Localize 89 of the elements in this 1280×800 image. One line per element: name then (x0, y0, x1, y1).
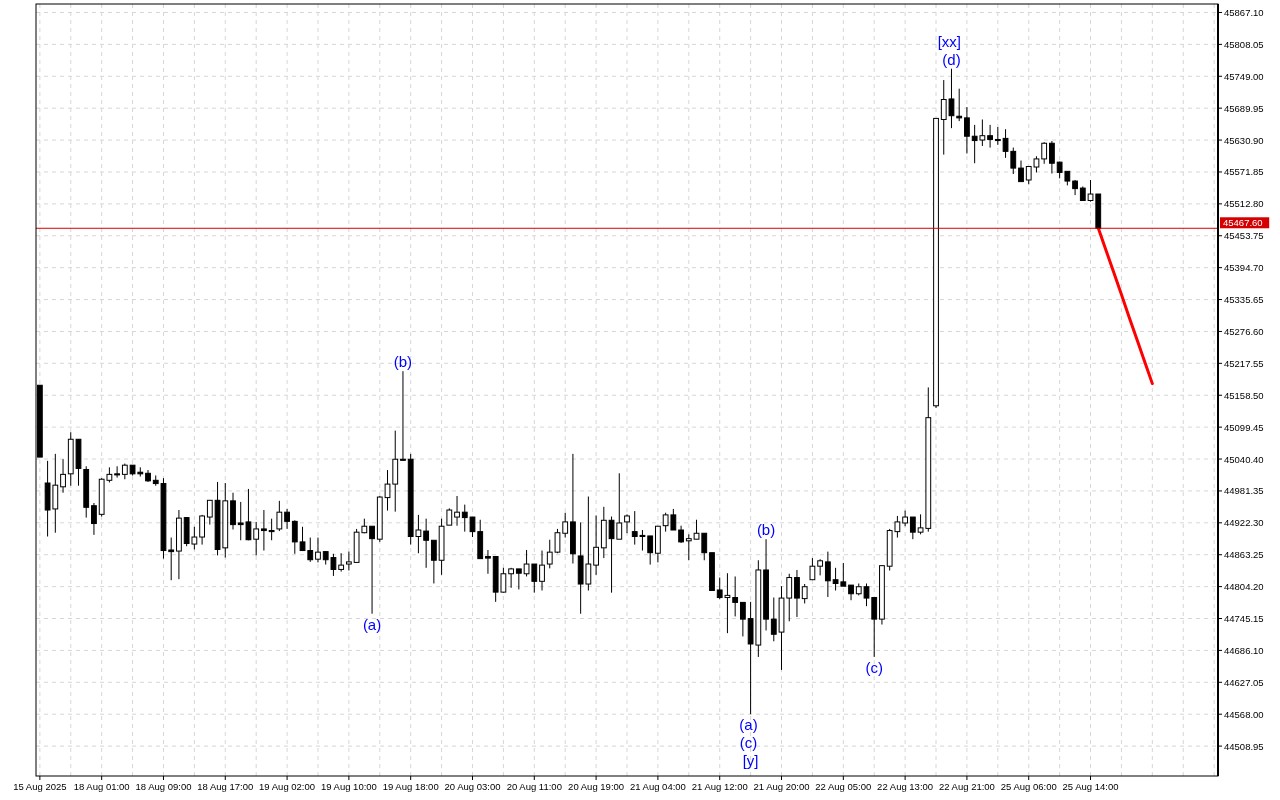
x-tick-label: 18 Aug 09:00 (135, 781, 192, 792)
x-tick-label: 20 Aug 11:00 (506, 781, 562, 792)
candlestick (315, 537, 321, 563)
candlestick (338, 552, 345, 573)
line-series (1096, 226, 1154, 386)
x-tick-label: 18 Aug 17:00 (197, 781, 254, 792)
y-tick-label: 44922.30 (1224, 517, 1264, 529)
candlestick (909, 516, 916, 540)
x-tick-label: 21 Aug 12:00 (691, 781, 748, 792)
candlestick (1049, 140, 1055, 174)
candlestick (956, 88, 963, 122)
candlestick (369, 525, 375, 615)
x-tick-label: 15 Aug 2025 (13, 781, 67, 792)
candlestick (964, 106, 970, 155)
y-tick-label: 44745.15 (1224, 613, 1264, 625)
candlestick (593, 514, 599, 576)
y-tick-label: 44508.95 (1224, 740, 1264, 752)
candlestick (430, 539, 437, 584)
candlestick (253, 521, 260, 556)
y-tick-label: 45335.65 (1224, 294, 1264, 306)
candlestick (624, 513, 630, 534)
x-tick-label: 20 Aug 19:00 (568, 781, 625, 792)
candlestick (801, 583, 808, 604)
candlestick (268, 518, 275, 541)
candlestick (114, 465, 121, 479)
x-tick-label: 19 Aug 02:00 (259, 781, 316, 792)
candlestick (454, 495, 460, 527)
x-tick-label: 22 Aug 05:00 (815, 781, 872, 792)
candlestick (60, 458, 66, 494)
y-tick-label: 44804.20 (1224, 581, 1264, 593)
y-tick-label: 44686.10 (1224, 644, 1264, 656)
y-tick-label: 45630.90 (1224, 134, 1264, 146)
candlestick (276, 500, 283, 532)
candlestick (261, 509, 267, 552)
candlestick (345, 551, 352, 572)
candlestick (91, 502, 97, 536)
text: [xx] (d) (937, 32, 962, 68)
candlestick (515, 568, 522, 590)
candlestick (206, 499, 213, 526)
x-tick-label: 25 Aug 06:00 (1000, 781, 1057, 792)
candlestick (794, 569, 800, 618)
candlestick (809, 557, 816, 581)
candlestick (817, 558, 824, 576)
candlestick (485, 549, 491, 575)
text: (b) (393, 352, 413, 370)
y-tick-label: 45158.50 (1224, 389, 1264, 401)
y-tick-label: 45394.70 (1224, 262, 1264, 274)
y-tick-label: 44981.35 (1224, 485, 1264, 497)
y-tick-label: 45571.85 (1224, 166, 1264, 178)
y-tick-label: 45749.00 (1224, 70, 1264, 82)
candlestick (739, 601, 746, 637)
candlestick (400, 370, 406, 461)
candlestick (732, 575, 739, 617)
y-tick-label: 45040.40 (1224, 453, 1264, 465)
text: (a) (362, 615, 382, 633)
candlestick (987, 124, 993, 149)
text: (b) (756, 520, 776, 538)
y-tick-label: 44568.00 (1224, 708, 1264, 720)
ref-line-label: 45467.60 (1223, 217, 1263, 229)
x-tick-label: 22 Aug 13:00 (877, 781, 934, 792)
y-tick-label: 44863.25 (1224, 549, 1264, 561)
x-tick-label: 20 Aug 03:00 (444, 781, 501, 792)
candlestick (199, 514, 205, 546)
text: (a) (c) [y] (739, 715, 759, 769)
candlestick (1041, 141, 1048, 165)
x-tick-label: 21 Aug 04:00 (629, 781, 686, 792)
y-tick-label: 45808.05 (1224, 38, 1264, 50)
x-tick-label: 19 Aug 18:00 (382, 781, 439, 792)
candlestick (423, 518, 430, 569)
y-tick-label: 44627.05 (1224, 676, 1264, 688)
candlestick (539, 550, 545, 592)
y-tick-label: 45867.10 (1224, 6, 1264, 18)
x-tick-label: 18 Aug 01:00 (73, 781, 130, 792)
x-tick-label: 22 Aug 21:00 (938, 781, 995, 792)
y-tick-label: 45512.80 (1224, 198, 1264, 210)
candlestick (230, 492, 236, 530)
x-tick-label: 19 Aug 10:00 (320, 781, 377, 792)
x-tick-label: 25 Aug 14:00 (1062, 781, 1119, 792)
x-tick-label: 21 Aug 20:00 (753, 781, 810, 792)
candlestick (284, 508, 290, 530)
candlestick (824, 551, 831, 598)
text: (c) (865, 658, 883, 676)
y-tick-label: 45689.95 (1224, 102, 1264, 114)
candlestick (1018, 160, 1024, 183)
y-tick-label: 45099.45 (1224, 421, 1264, 433)
candlestick (647, 535, 654, 566)
y-tick-label: 45217.55 (1224, 357, 1264, 369)
y-tick-label: 45453.75 (1224, 230, 1264, 242)
y-tick-label: 45276.60 (1224, 325, 1264, 337)
